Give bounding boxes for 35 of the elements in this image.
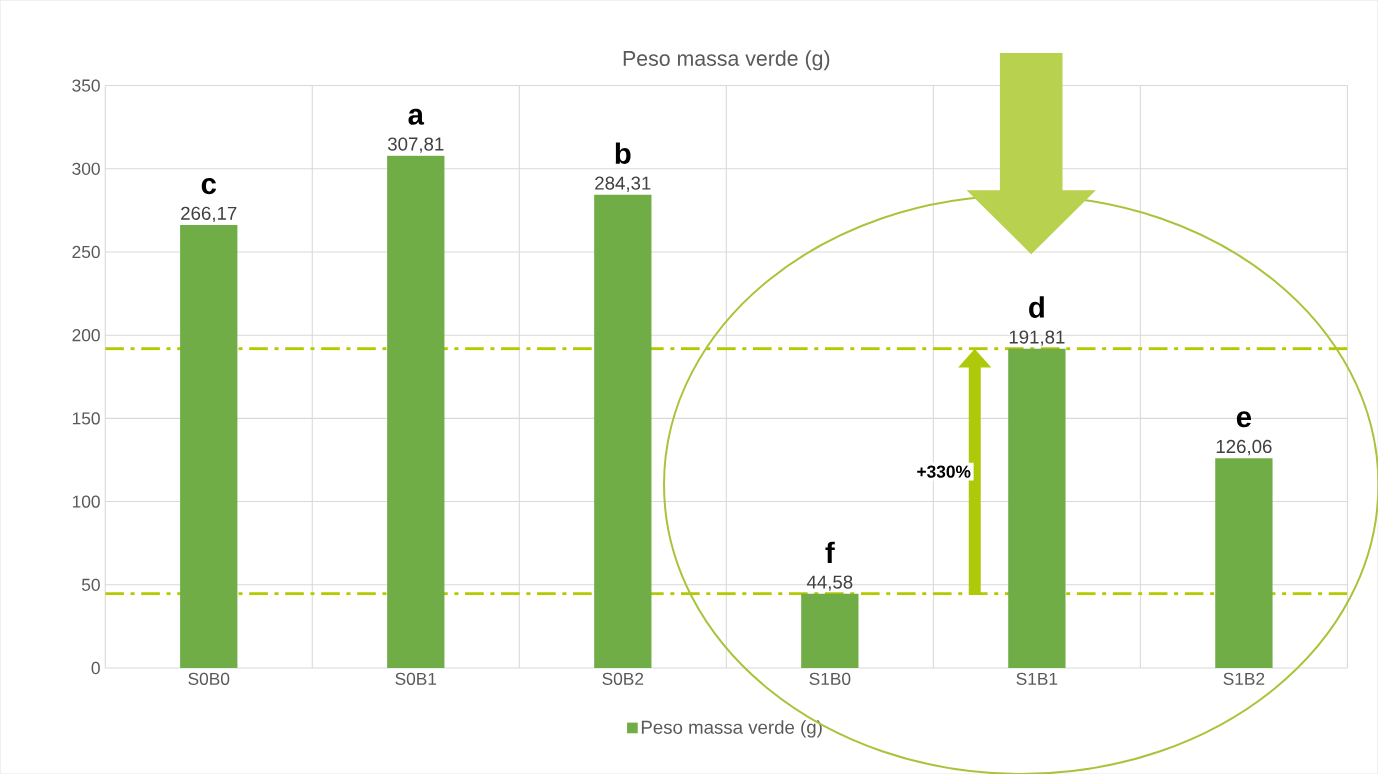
annotation: b [615, 142, 631, 164]
y-tick-label: 200 [72, 328, 100, 342]
annotation: d [1029, 296, 1044, 318]
annotation: a [408, 108, 425, 125]
x-tick-label: S1B1 [1016, 672, 1058, 685]
y-tick-label: 300 [72, 162, 100, 175]
annotation: e [1236, 411, 1252, 428]
annotation: +330% [917, 465, 971, 478]
x-tick-label: S0B2 [602, 672, 644, 685]
bar [1215, 458, 1273, 668]
bar [594, 194, 652, 668]
y-tick-label: 250 [72, 245, 100, 258]
data-label: 266,17 [181, 206, 237, 223]
y-tick-label: 150 [72, 412, 100, 425]
legend-label: Peso massa verde (g) [641, 720, 822, 738]
x-tick-label: S1B2 [1223, 672, 1265, 685]
bar [180, 224, 238, 668]
y-tick-label: 0 [91, 661, 100, 675]
x-tick-label: S0B0 [188, 672, 230, 685]
annotation: c [201, 177, 217, 195]
bar [387, 155, 445, 668]
data-label: 126,06 [1216, 439, 1272, 456]
annotation: f [825, 541, 835, 563]
data-label: 44,58 [806, 575, 853, 591]
x-tick-label: S1B0 [809, 672, 851, 685]
y-tick-label: 350 [72, 79, 100, 92]
bar [801, 593, 859, 668]
x-tick-label: S0B1 [395, 672, 437, 685]
data-label: 191,81 [1009, 330, 1065, 346]
chart-title: Peso massa verde (g) [623, 50, 830, 71]
bar [1008, 348, 1066, 668]
data-label: 307,81 [387, 137, 444, 153]
y-tick-label: 50 [81, 578, 100, 591]
y-tick-label: 100 [72, 495, 100, 508]
data-label: 284,31 [595, 176, 651, 192]
